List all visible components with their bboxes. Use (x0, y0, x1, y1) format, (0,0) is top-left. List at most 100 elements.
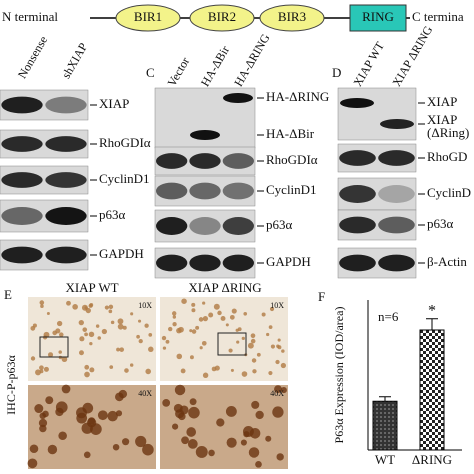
ihc-image (28, 297, 156, 381)
nucleus (171, 311, 177, 316)
nucleus (256, 352, 261, 357)
nucleus (58, 431, 67, 441)
panel-letter: C (146, 65, 155, 80)
nucleus (272, 406, 284, 418)
nucleus (27, 458, 38, 469)
nucleus (276, 453, 284, 461)
nucleus (83, 451, 91, 459)
nucleus (270, 344, 276, 349)
nucleus (78, 319, 84, 326)
nucleus (172, 315, 177, 319)
nucleus (231, 308, 237, 314)
band (222, 153, 254, 169)
nucleus (189, 329, 193, 333)
nucleus (122, 325, 127, 330)
nucleus (47, 352, 54, 358)
band (189, 182, 221, 200)
nucleus (119, 347, 125, 352)
nucleus (280, 387, 287, 394)
nucleus (76, 412, 88, 424)
band-label: CyclinD (427, 185, 471, 200)
nucleus (202, 372, 209, 379)
band (380, 119, 414, 129)
nucleus (213, 303, 220, 310)
nucleus (88, 303, 93, 308)
nucleus (189, 398, 197, 406)
band (190, 130, 220, 140)
nucleus (161, 335, 167, 341)
band-label: RhoGDIα (266, 152, 318, 167)
nucleus (181, 436, 189, 445)
band (156, 217, 188, 235)
nucleus (276, 344, 280, 348)
column-label: XIAP ΔRING (188, 280, 261, 295)
nucleus (38, 418, 48, 428)
nucleus (112, 443, 120, 451)
nucleus (46, 312, 50, 316)
nucleus (172, 423, 179, 430)
nucleus (243, 312, 248, 316)
nucleus (130, 312, 134, 316)
nucleus (136, 334, 140, 339)
band (1, 246, 43, 264)
nucleus (56, 320, 63, 327)
nucleus (72, 304, 78, 310)
nucleus (79, 350, 84, 356)
nucleus (241, 371, 248, 377)
nucleus (84, 371, 90, 378)
column-label: XIAP WT (65, 280, 118, 295)
panel-letter: D (332, 65, 341, 80)
bar (419, 329, 445, 451)
nucleus (135, 435, 147, 448)
bir-domain (189, 4, 255, 32)
nucleus (240, 439, 247, 446)
nucleus (45, 396, 54, 405)
lane-label: shXIAP (59, 40, 91, 81)
nucleus (176, 353, 183, 360)
nucleus (55, 401, 68, 414)
band (222, 182, 254, 200)
band (45, 207, 87, 225)
nucleus (84, 332, 88, 337)
band (378, 185, 415, 203)
domain-label: BIR2 (208, 9, 236, 24)
nucleus (220, 316, 226, 321)
nucleus (251, 400, 260, 409)
nucleus (97, 336, 102, 340)
nucleus (35, 369, 41, 376)
nucleus (268, 325, 273, 330)
nucleus (228, 348, 233, 353)
x-tick-label: WT (375, 452, 395, 467)
bar (372, 400, 398, 451)
nucleus (124, 368, 129, 373)
nucleus (109, 365, 114, 369)
band (223, 93, 253, 103)
nucleus (30, 325, 36, 331)
nucleus (280, 362, 287, 369)
nucleus (34, 404, 44, 414)
panel-letter: E (4, 287, 12, 302)
nucleus (66, 300, 71, 306)
nucleus (39, 300, 45, 305)
nucleus (178, 412, 186, 421)
nucleus (47, 444, 58, 455)
band-label: CyclinD1 (99, 171, 150, 186)
nucleus (202, 301, 206, 305)
nucleus (225, 406, 237, 417)
nucleus (195, 325, 200, 330)
nucleus (211, 366, 217, 372)
nucleus (79, 336, 85, 342)
nucleus (250, 338, 256, 344)
band (156, 153, 188, 169)
nucleus (43, 366, 49, 372)
domain-label: RING (362, 9, 394, 24)
nucleus (188, 406, 200, 419)
nucleus (129, 363, 134, 367)
nucleus (148, 333, 153, 337)
band-label: (ΔRing) (427, 125, 469, 140)
nucleus (186, 427, 197, 437)
band (45, 172, 87, 188)
ring-domain (349, 4, 407, 32)
nucleus (117, 318, 124, 325)
nucleus (107, 410, 118, 422)
